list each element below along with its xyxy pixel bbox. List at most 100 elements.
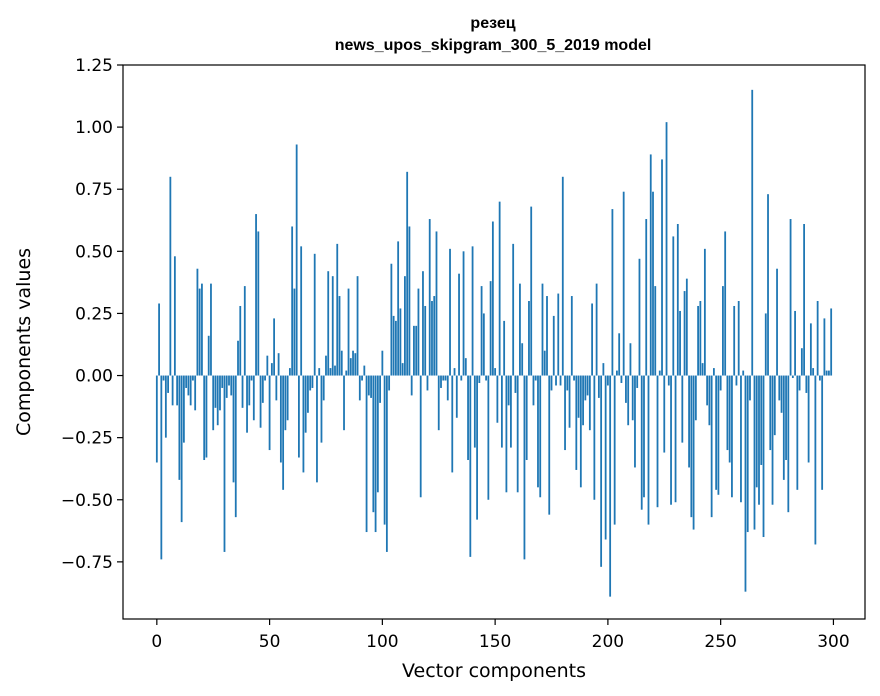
bar [482, 313, 485, 376]
bar [611, 209, 614, 376]
bar [679, 310, 681, 376]
bar [706, 375, 709, 406]
bar [367, 375, 370, 396]
bar [480, 286, 483, 376]
bar [385, 375, 388, 552]
bar [618, 333, 621, 376]
bar [415, 325, 418, 376]
bar [654, 286, 657, 376]
bar [487, 375, 490, 500]
bar [550, 375, 553, 391]
bar [392, 315, 395, 376]
bar [316, 375, 318, 483]
bar [728, 375, 731, 463]
bar [185, 375, 188, 388]
bar [365, 375, 368, 533]
bar [491, 221, 494, 376]
bar [773, 375, 776, 436]
bar [413, 325, 415, 376]
bar [173, 256, 176, 376]
bar [622, 191, 625, 376]
bar [559, 375, 562, 386]
bar [169, 176, 172, 376]
bar [286, 375, 289, 421]
bar [212, 375, 215, 431]
bar [216, 375, 219, 426]
bar [519, 283, 521, 376]
bar [182, 375, 185, 443]
bar [620, 375, 623, 383]
bar [234, 375, 237, 518]
chart-subtitle: news_upos_skipgram_300_5_2019 model [335, 37, 652, 54]
bar [361, 375, 363, 381]
bar [503, 320, 506, 376]
bar [809, 323, 812, 376]
y-tick-label: 0.75 [75, 180, 113, 200]
bar [537, 375, 539, 488]
bar [433, 296, 436, 376]
bar [782, 375, 785, 480]
bar [814, 375, 817, 545]
bar [264, 375, 266, 381]
y-axis: 1.25 1.00 0.75 0.50 0.25 0.00 −0.25 −0.50 −0.75 [61, 56, 123, 573]
bar [672, 236, 675, 376]
bar [219, 375, 221, 411]
bar [767, 194, 769, 376]
bar [309, 375, 312, 391]
bar [374, 375, 377, 533]
bar [196, 268, 199, 376]
bar [252, 375, 255, 421]
bar [525, 375, 528, 461]
bar [284, 375, 287, 431]
bar [658, 370, 661, 376]
bar [345, 370, 348, 376]
bar [573, 375, 575, 381]
bar [699, 301, 702, 376]
x-tick-label: 100 [366, 632, 398, 652]
bar [778, 375, 781, 401]
bar [322, 375, 325, 401]
bar [192, 375, 194, 381]
bar [288, 368, 291, 376]
bar [498, 201, 501, 376]
bar [683, 291, 686, 376]
bar [800, 348, 803, 376]
bar [313, 253, 316, 376]
bar [555, 375, 557, 386]
bar [726, 375, 729, 451]
bar [532, 375, 535, 406]
bar [823, 318, 826, 376]
bar [613, 375, 616, 525]
bar [282, 375, 285, 490]
bar [180, 375, 183, 523]
bar [742, 370, 745, 376]
y-tick-label: −0.50 [61, 491, 113, 511]
bar [749, 375, 751, 401]
bar [408, 226, 411, 376]
bar [780, 375, 783, 413]
bar [688, 375, 690, 468]
bar [521, 343, 524, 376]
bar [685, 278, 688, 376]
bar [776, 268, 778, 376]
y-tick-label: 0.50 [75, 242, 113, 262]
bar [665, 122, 668, 376]
bar [158, 303, 160, 376]
bar [311, 375, 314, 388]
bar [636, 375, 639, 388]
bar [187, 375, 190, 396]
bar [241, 375, 244, 408]
bar [248, 375, 251, 406]
bar [825, 370, 828, 376]
bar [356, 276, 359, 376]
bar [343, 375, 345, 431]
bar [652, 191, 654, 376]
y-tick-label: 1.00 [75, 118, 113, 138]
bar [597, 375, 600, 398]
bar [719, 375, 722, 391]
bar [663, 375, 666, 453]
bar [724, 231, 727, 376]
bar [507, 375, 510, 406]
bar [347, 288, 350, 376]
